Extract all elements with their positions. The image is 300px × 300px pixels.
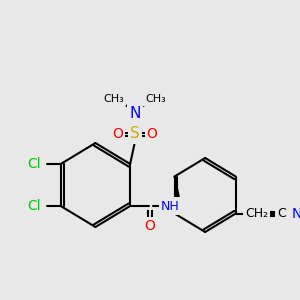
- Text: O: O: [144, 219, 154, 233]
- Text: Cl: Cl: [27, 199, 41, 213]
- Text: CH₃: CH₃: [103, 94, 124, 104]
- Text: N: N: [129, 106, 141, 122]
- Text: Cl: Cl: [27, 157, 41, 171]
- Text: S: S: [130, 127, 140, 142]
- Text: O: O: [147, 127, 158, 141]
- Text: C: C: [277, 207, 286, 220]
- Text: NH: NH: [161, 200, 180, 212]
- Text: N: N: [292, 206, 300, 220]
- Text: CH₃: CH₃: [146, 94, 166, 104]
- Text: CH₂: CH₂: [245, 207, 268, 220]
- Text: O: O: [112, 127, 123, 141]
